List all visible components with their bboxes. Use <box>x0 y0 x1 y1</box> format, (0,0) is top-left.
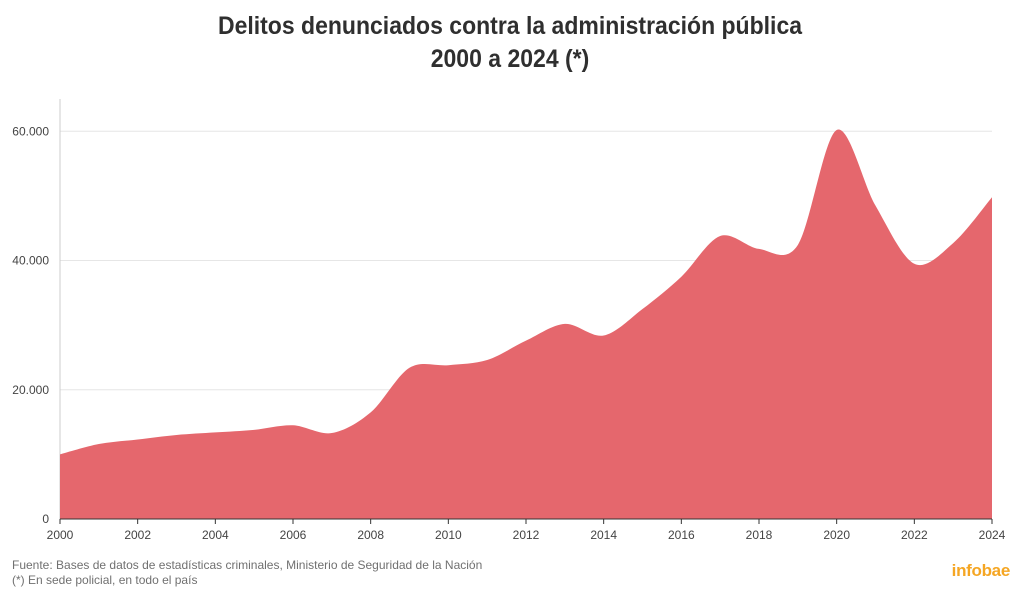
x-tick-label: 2012 <box>513 528 540 542</box>
chart-title-line2: 2000 a 2024 (*) <box>430 45 590 73</box>
y-axis-ticks: 0 20.000 40.000 60.000 <box>12 124 49 526</box>
x-tick-label: 2000 <box>47 528 74 542</box>
x-tick-label: 2024 <box>979 528 1006 542</box>
x-tick-label: 2010 <box>435 528 462 542</box>
chart-title: Delitos denunciados contra la administra… <box>41 10 979 76</box>
x-tick-label: 2018 <box>746 528 773 542</box>
x-tick-label: 2020 <box>823 528 850 542</box>
x-tick-label: 2008 <box>357 528 384 542</box>
y-tick-label: 20.000 <box>12 383 49 397</box>
area-series <box>60 129 992 519</box>
x-tick-label: 2014 <box>590 528 617 542</box>
x-tick-label: 2022 <box>901 528 928 542</box>
x-tick-label: 2016 <box>668 528 695 542</box>
y-tick-label: 40.000 <box>12 254 49 268</box>
x-axis-ticks: 2000 2002 2004 2006 2008 2010 2012 2014 2016 2018… <box>47 518 1006 542</box>
footnote: (*) En sede policial, en todo el país <box>12 573 198 587</box>
x-tick-label: 2006 <box>280 528 307 542</box>
x-tick-label: 2004 <box>202 528 229 542</box>
area-path <box>60 129 992 519</box>
chart-title-line1: Delitos denunciados contra la administra… <box>217 12 803 40</box>
x-tick-label: 2002 <box>124 528 151 542</box>
y-tick-label: 60.000 <box>12 124 49 138</box>
infobae-logo: infobae <box>951 561 1011 580</box>
y-tick-label: 0 <box>42 512 49 526</box>
source-note: Fuente: Bases de datos de estadísticas c… <box>12 558 483 572</box>
chart-footer: Fuente: Bases de datos de estadísticas c… <box>12 558 482 588</box>
